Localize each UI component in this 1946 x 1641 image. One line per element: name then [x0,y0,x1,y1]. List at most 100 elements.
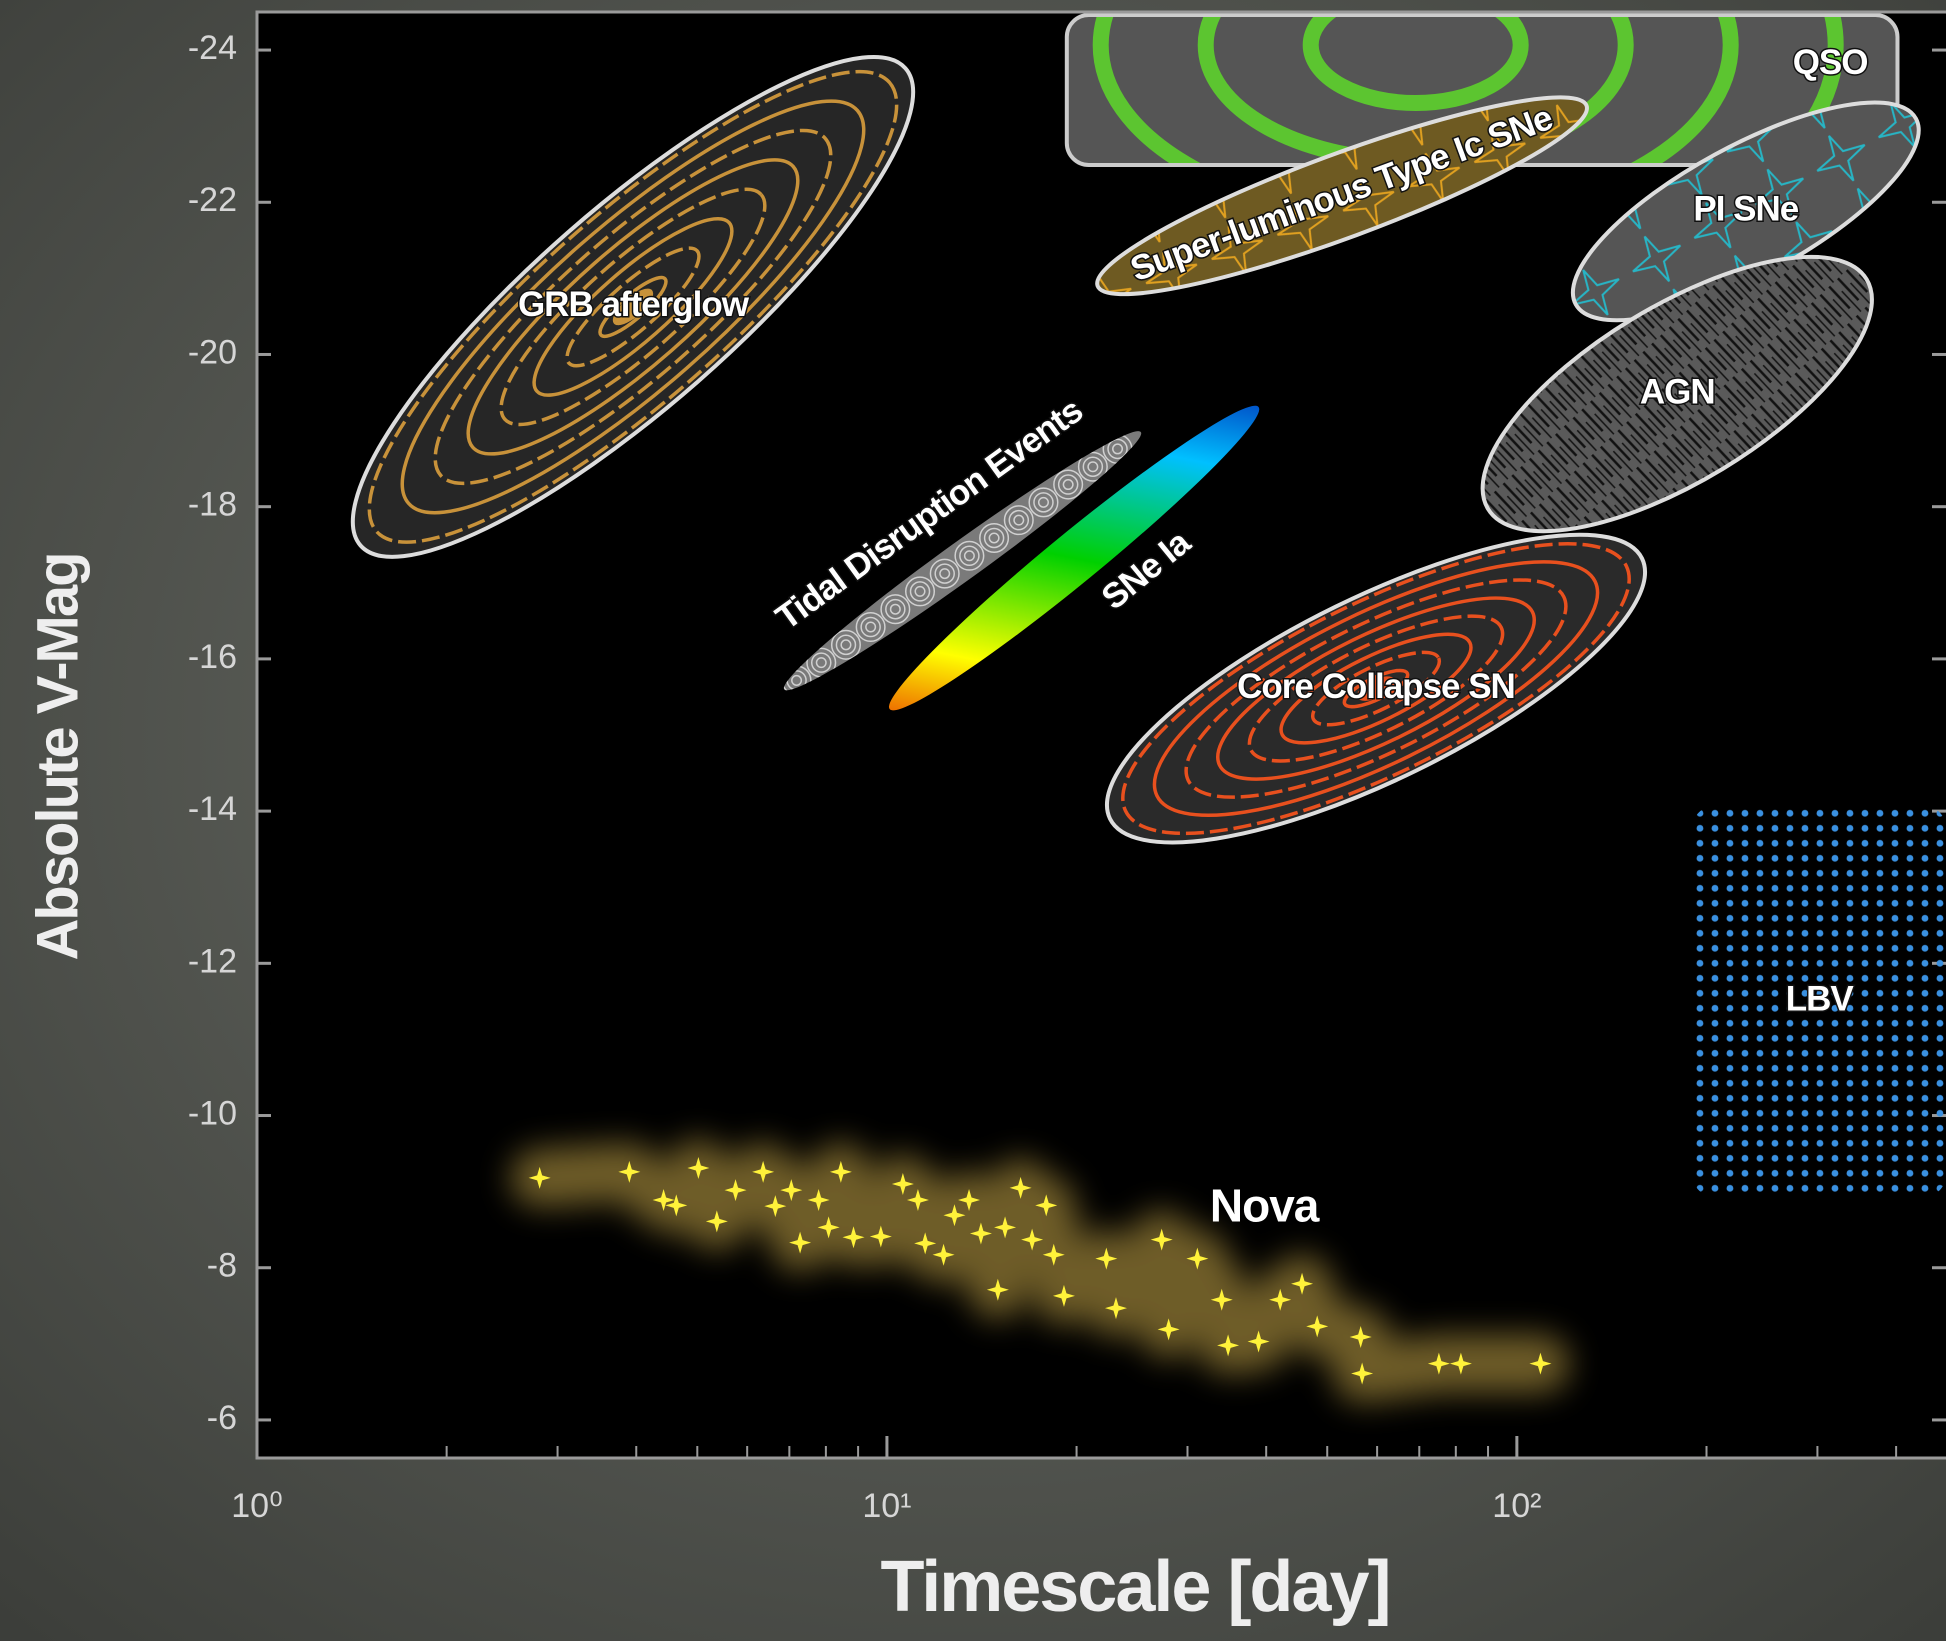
arc [1066,15,1844,165]
region: GRB afterglow [350,54,916,559]
nova-point [817,1216,840,1239]
spiral [1028,487,1059,518]
ring-core [612,288,654,326]
spiral [880,594,911,625]
ring [1279,632,1473,745]
ring [1216,596,1536,781]
ring [1342,668,1410,709]
y-tick-label: -12 [188,942,237,980]
region-label: AGN [1640,372,1715,411]
nova-point [842,1226,865,1249]
nova-point [986,1278,1009,1301]
region-label: Core Collapse SN [1237,667,1515,706]
nova-point [665,1194,688,1217]
arc [1302,15,1529,112]
nova-point [1104,1297,1127,1320]
nova-point [1349,1325,1372,1348]
x-tick-label: 10¹ [862,1487,911,1525]
ring [598,275,668,339]
nova-point [528,1166,551,1189]
spiral [1033,492,1054,513]
nova-point [1210,1288,1233,1311]
nova-point [1269,1288,1292,1311]
annotation: Nova [1210,1179,1320,1231]
nova-point [618,1160,641,1183]
ring [1310,650,1442,727]
ring [499,187,767,427]
spiral [914,585,926,597]
texture-fill [1572,102,1919,321]
spiral [959,545,980,567]
region-texture [367,69,899,544]
region: PI SNe [1570,100,1921,323]
spiral [1082,456,1104,477]
region-texture [1572,102,1919,321]
region-texture [1121,542,1631,836]
nova-point [752,1160,775,1183]
region-border [1095,95,1589,297]
region-texture [1482,256,1872,532]
ring [433,128,833,486]
spiral [791,674,803,686]
plot-frame [255,10,1946,1460]
texture-fill [1482,256,1872,532]
arc [1092,15,1739,165]
ring [367,69,899,544]
y-tick-label: -8 [207,1247,237,1285]
x-tick-label: 10² [1492,1487,1541,1525]
spiral [1077,451,1108,482]
x-tick-label: 10⁰ [231,1487,282,1525]
spiral [963,550,975,562]
nova-point [914,1232,937,1255]
nova-point [1009,1176,1032,1199]
spiral [1003,505,1034,536]
spiral [1057,474,1079,495]
y-tick-label: -6 [207,1399,237,1437]
spiral [929,558,960,589]
region: AGN [1480,254,1874,534]
spiral [889,603,901,615]
y-axis-title: Absolute V-Mag [25,553,90,960]
spiral [885,598,906,620]
texture-fill [1097,97,1587,295]
spiral [1087,461,1099,473]
spiral [909,581,931,602]
nova-point [652,1189,675,1212]
region: Core Collapse SN [1104,532,1648,845]
spiral [840,639,852,651]
nova-point [932,1243,955,1266]
nova-point [1021,1228,1044,1251]
spiral [1008,509,1030,531]
spiral [1062,479,1074,491]
region-border [350,54,916,559]
spiral [835,634,857,656]
spiral [979,522,1010,553]
nova-point [958,1189,981,1212]
region-label: PI SNe [1693,190,1798,229]
nova-point [906,1189,929,1212]
ring [532,216,734,397]
spiral [830,629,861,660]
spiral [865,621,877,633]
y-tick-label: -24 [188,29,237,67]
nova-point [1247,1330,1270,1353]
ring [1247,614,1505,763]
region-label: QSO [1793,43,1868,82]
nova-point [943,1204,966,1227]
y-tick-label: -22 [188,181,237,219]
ring [466,158,800,456]
ring [400,99,866,515]
nova-point [1186,1247,1209,1270]
nova-point [829,1160,852,1183]
region-border [1480,254,1874,534]
spiral [934,563,955,584]
y-tick-label: -16 [188,638,237,676]
nova-point [1306,1315,1329,1338]
nova-point [1427,1352,1450,1375]
y-tick-label: -20 [188,333,237,371]
nova-point [1157,1318,1180,1341]
spiral [905,576,936,607]
region: LBV [1692,805,1946,1197]
nova-point [1150,1228,1173,1251]
